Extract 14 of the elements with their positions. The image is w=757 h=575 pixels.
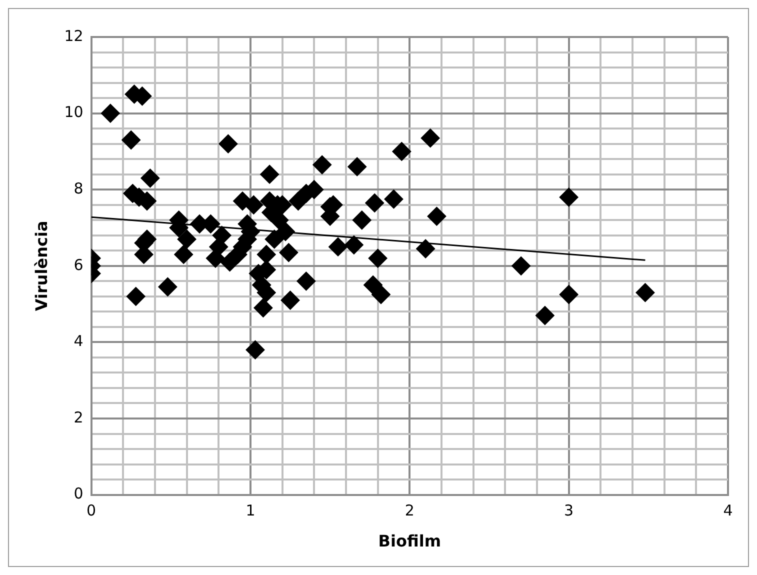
y-tick-label: 12 <box>64 26 84 45</box>
y-axis-title: Virulència <box>32 220 51 312</box>
x-tick-label: 2 <box>404 502 414 520</box>
y-tick-label: 8 <box>74 179 84 198</box>
y-tick-label: 10 <box>64 103 84 122</box>
y-tick-label: 0 <box>74 484 84 503</box>
y-tick-label: 2 <box>74 408 84 426</box>
x-tick-label: 1 <box>246 502 256 520</box>
y-tick-label: 6 <box>74 256 84 274</box>
x-axis-title: Biofilm <box>378 532 441 551</box>
y-tick-label: 4 <box>74 332 84 350</box>
x-tick-label: 3 <box>564 502 574 520</box>
x-tick-label: 4 <box>723 502 733 520</box>
x-tick-label: 0 <box>86 502 96 520</box>
